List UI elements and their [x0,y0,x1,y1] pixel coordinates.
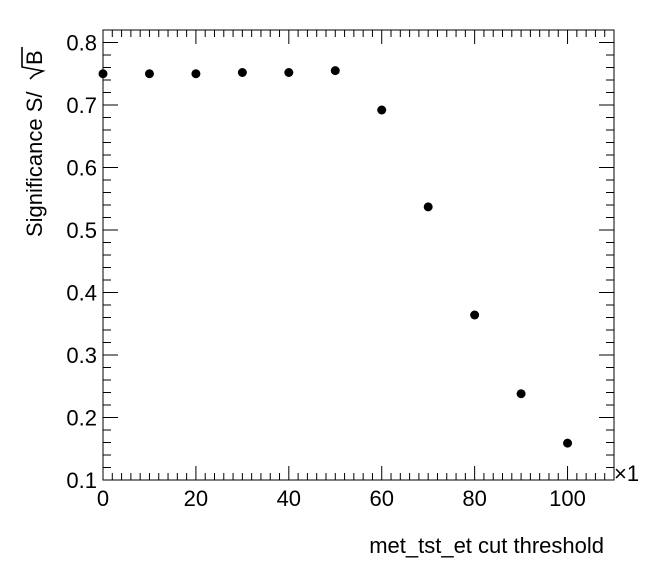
x-tick-label: 60 [369,486,393,511]
svg-text:B: B [22,50,47,65]
data-point [470,310,480,320]
x-axis-title: met_tst_et cut threshold [369,533,604,558]
axis-ticks [102,29,615,481]
y-tick-label: 0.2 [66,406,97,431]
x-tick-label: 80 [462,486,486,511]
y-axis-title-prefix: Significance S/ [22,91,47,237]
x-multiplier-label: ×1 [614,461,639,486]
data-point [98,69,108,79]
y-tick-label: 0.4 [66,281,97,306]
data-point [144,69,154,79]
data-point [563,438,573,448]
y-tick-label: 0.7 [66,93,97,118]
x-tick-label: 40 [277,486,301,511]
x-tick-labels: 0 20 40 60 80 100 [97,486,586,511]
data-point [377,105,387,115]
data-point [516,389,526,399]
svg-text:Significance S/: Significance S/ [22,91,47,237]
y-tick-label: 0.8 [66,31,97,56]
y-tick-label: 0.6 [66,156,97,181]
y-tick-label: 0.3 [66,343,97,368]
data-points [98,66,573,448]
data-point [237,68,247,77]
x-tick-label: 0 [97,486,109,511]
data-point [191,69,201,79]
x-tick-label: 20 [184,486,208,511]
data-point [284,68,294,77]
sqrt-symbol [21,47,46,80]
y-tick-labels: 0.1 0.2 0.3 0.4 0.5 0.6 0.7 0.8 [66,31,97,494]
y-tick-label: 0.5 [66,218,97,243]
y-axis-title-radicand: B [22,50,47,65]
y-tick-label: 0.1 [66,468,97,493]
data-point [330,66,340,76]
x-tick-label: 100 [549,486,586,511]
data-point [423,202,433,212]
plot-frame [102,29,615,481]
y-axis-title: Significance S/ B [21,47,47,237]
